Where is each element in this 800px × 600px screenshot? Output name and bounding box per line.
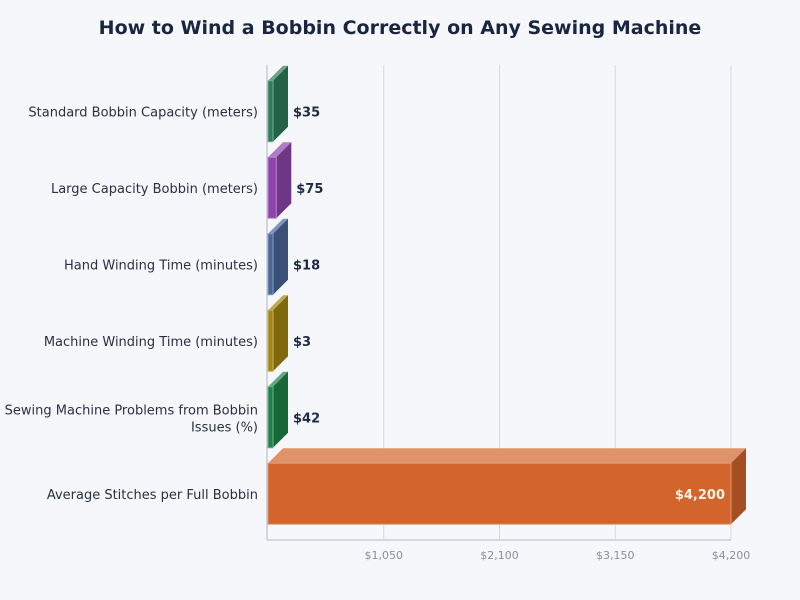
bar-top xyxy=(268,371,288,387)
category-label: Large Capacity Bobbin (meters) xyxy=(51,182,258,197)
bar-3 xyxy=(267,295,288,372)
data-label: $3 xyxy=(293,335,311,350)
bar-side xyxy=(273,295,288,372)
category-label: Standard Bobbin Capacity (meters) xyxy=(28,105,258,120)
x-tick-label: $4,200 xyxy=(712,549,751,562)
data-label: $18 xyxy=(293,258,320,273)
bar-4 xyxy=(267,371,288,449)
bar xyxy=(267,80,274,143)
bar-side xyxy=(273,65,288,142)
bar-1 xyxy=(267,142,292,219)
bar xyxy=(267,233,274,296)
bar-top xyxy=(268,65,288,81)
bar xyxy=(267,156,277,219)
bar-side xyxy=(273,371,288,448)
bar xyxy=(267,309,274,372)
category-label-line: Issues (%) xyxy=(191,420,258,435)
bar xyxy=(267,462,732,525)
bar-side xyxy=(273,218,288,295)
category-label-line: Sewing Machine Problems from Bobbin xyxy=(5,403,258,418)
x-tick-label: $2,100 xyxy=(480,549,519,562)
bar-5 xyxy=(267,448,746,525)
category-label: Average Stitches per Full Bobbin xyxy=(47,488,258,503)
category-label: Hand Winding Time (minutes) xyxy=(64,258,258,273)
chart-title: How to Wind a Bobbin Correctly on Any Se… xyxy=(99,17,702,39)
bar-side xyxy=(276,142,292,219)
bar-side xyxy=(731,448,746,525)
bar-top xyxy=(268,448,746,464)
bar-top xyxy=(268,295,288,311)
x-tick-label: $1,050 xyxy=(365,549,404,562)
category-label: Sewing Machine Problems from Bobbin Issue… xyxy=(5,403,258,435)
x-tick-label: $3,150 xyxy=(596,549,635,562)
data-label: $35 xyxy=(293,105,320,120)
bar-2 xyxy=(267,218,288,296)
data-label: $4,200 xyxy=(675,488,725,503)
data-label: $75 xyxy=(296,182,323,197)
category-label: Machine Winding Time (minutes) xyxy=(44,335,258,350)
bar xyxy=(267,386,274,449)
bar-top xyxy=(268,218,288,234)
bar-top xyxy=(268,142,292,158)
bar-0 xyxy=(267,65,288,143)
data-label: $42 xyxy=(293,411,320,426)
